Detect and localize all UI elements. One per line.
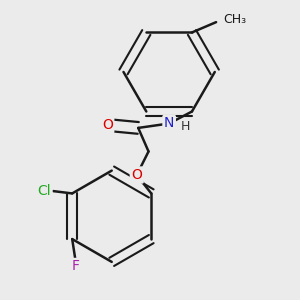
Text: O: O	[131, 168, 142, 182]
Text: H: H	[181, 120, 190, 133]
Text: CH₃: CH₃	[224, 13, 247, 26]
Text: Cl: Cl	[38, 184, 51, 198]
Text: O: O	[102, 118, 113, 132]
Text: N: N	[164, 116, 174, 130]
Text: F: F	[71, 260, 79, 274]
